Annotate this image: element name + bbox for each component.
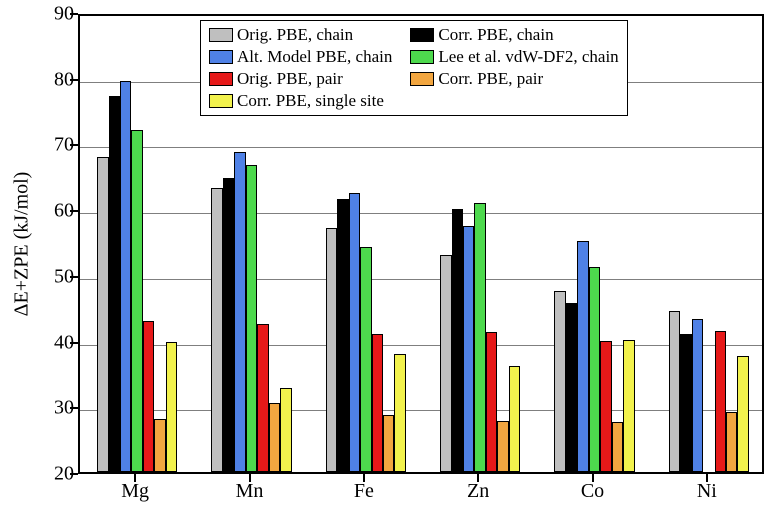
bar-alt_chain (692, 319, 703, 472)
bar-corr_pair (383, 415, 394, 472)
bar-orig_chain (211, 188, 222, 472)
legend-swatch (410, 28, 434, 42)
legend-label: Corr. PBE, single site (237, 91, 384, 111)
legend-label: Corr. PBE, pair (438, 69, 543, 89)
x-tick-mark (592, 474, 594, 482)
legend-label: Lee et al. vdW-DF2, chain (438, 47, 618, 67)
bar-alt_chain (234, 152, 245, 472)
bar-orig_pair (715, 331, 726, 472)
legend-swatch (209, 72, 233, 86)
bar-corr_chain (680, 334, 691, 472)
legend-item: Corr. PBE, chain (410, 25, 618, 45)
x-tick-label: Zn (467, 480, 489, 503)
bar-orig_chain (669, 311, 680, 472)
bar-corr_pair (726, 412, 737, 472)
x-tick-label: Mn (236, 480, 264, 503)
y-tick-label: 70 (0, 134, 74, 157)
bar-orig_pair (143, 321, 154, 472)
y-tick-mark (70, 144, 78, 146)
bar-alt_chain (349, 193, 360, 472)
x-tick-mark (477, 474, 479, 482)
legend-label: Corr. PBE, chain (438, 25, 553, 45)
bar-alt_chain (120, 81, 131, 472)
bar-orig_pair (600, 341, 611, 472)
bar-orig_pair (257, 324, 268, 472)
bar-corr_chain (109, 96, 120, 472)
bar-corr_single (394, 354, 405, 472)
y-tick-label: 20 (0, 463, 74, 486)
y-tick-mark (70, 473, 78, 475)
y-tick-label: 80 (0, 68, 74, 91)
bar-alt_chain (577, 241, 588, 472)
legend-swatch (410, 50, 434, 64)
y-tick-mark (70, 342, 78, 344)
bar-alt_chain (463, 226, 474, 472)
x-tick-mark (363, 474, 365, 482)
bar-corr_chain (223, 178, 234, 472)
legend-swatch (209, 28, 233, 42)
y-tick-label: 90 (0, 3, 74, 26)
bar-orig_chain (440, 255, 451, 472)
gridline (80, 279, 762, 280)
legend: Orig. PBE, chain Corr. PBE, chain Alt. Mod… (200, 20, 628, 116)
bar-corr_pair (612, 422, 623, 472)
legend-swatch (209, 94, 233, 108)
legend-item: Orig. PBE, pair (209, 69, 392, 89)
legend-item: Orig. PBE, chain (209, 25, 392, 45)
bar-corr_chain (337, 199, 348, 472)
x-tick-mark (706, 474, 708, 482)
bar-corr_pair (497, 421, 508, 472)
gridline (80, 410, 762, 411)
legend-label: Orig. PBE, pair (237, 69, 343, 89)
bar-lee_chain (474, 203, 485, 472)
bar-lee_chain (589, 267, 600, 472)
x-tick-mark (249, 474, 251, 482)
bar-corr_pair (154, 419, 165, 472)
x-tick-mark (134, 474, 136, 482)
bar-orig_chain (326, 228, 337, 472)
legend-item: Corr. PBE, pair (410, 69, 618, 89)
y-tick-mark (70, 13, 78, 15)
y-tick-label: 30 (0, 397, 74, 420)
x-tick-label: Ni (697, 480, 717, 503)
bar-corr_single (166, 342, 177, 472)
bar-orig_chain (97, 157, 108, 472)
bar-orig_chain (554, 291, 565, 472)
x-tick-label: Mg (121, 480, 149, 503)
y-tick-mark (70, 210, 78, 212)
legend-grid: Orig. PBE, chain Corr. PBE, chain Alt. Mod… (209, 25, 619, 111)
x-tick-label: Fe (354, 480, 374, 503)
gridline (80, 213, 762, 214)
legend-label: Orig. PBE, chain (237, 25, 353, 45)
gridline (80, 147, 762, 148)
legend-label: Alt. Model PBE, chain (237, 47, 392, 67)
bar-corr_pair (269, 403, 280, 472)
chart-container: 2030405060708090 MgMnFeZnCoNi ΔE+ZPE (kJ… (0, 0, 782, 520)
bar-orig_pair (486, 332, 497, 472)
bar-orig_pair (372, 334, 383, 472)
x-tick-label: Co (581, 480, 604, 503)
legend-swatch (410, 72, 434, 86)
bar-corr_single (737, 356, 748, 472)
bar-corr_chain (566, 303, 577, 472)
bar-corr_single (509, 366, 520, 472)
gridline (80, 345, 762, 346)
legend-item: Alt. Model PBE, chain (209, 47, 392, 67)
y-tick-label: 40 (0, 331, 74, 354)
legend-item: Lee et al. vdW-DF2, chain (410, 47, 618, 67)
y-axis-label: ΔE+ZPE (kJ/mol) (11, 172, 34, 317)
y-tick-mark (70, 79, 78, 81)
bar-lee_chain (360, 247, 371, 472)
legend-item: Corr. PBE, single site (209, 91, 392, 111)
bar-corr_chain (452, 209, 463, 472)
bar-lee_chain (131, 130, 142, 472)
legend-swatch (209, 50, 233, 64)
bar-lee_chain (246, 165, 257, 472)
bar-corr_single (280, 388, 291, 472)
y-tick-mark (70, 407, 78, 409)
y-tick-mark (70, 276, 78, 278)
bar-corr_single (623, 340, 634, 472)
